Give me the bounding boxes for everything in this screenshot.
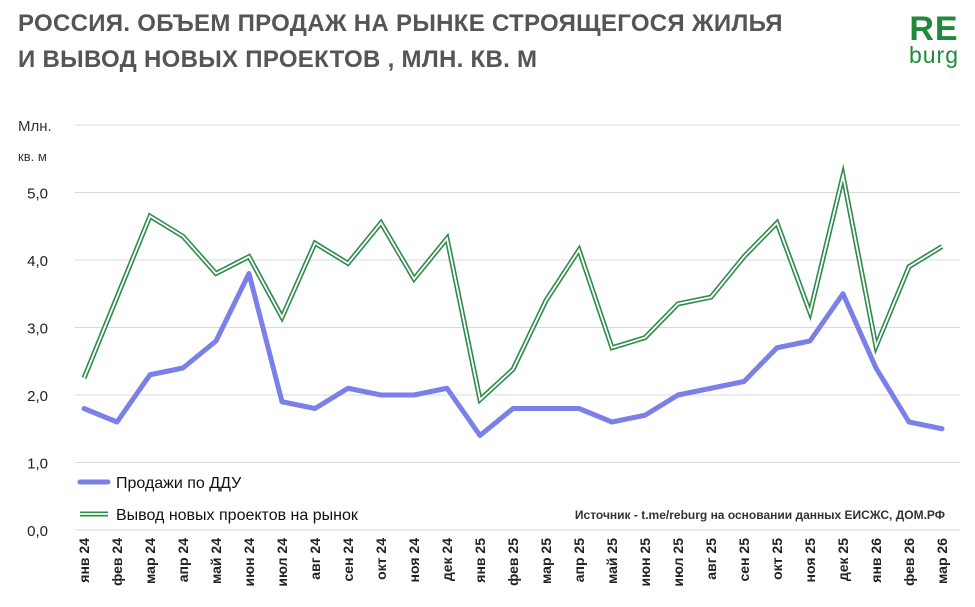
x-tick-label: мар 25	[538, 538, 554, 584]
y-axis-label-line-2: кв. м	[18, 149, 47, 164]
x-tick-label: дек 25	[835, 538, 851, 581]
x-tick-label: мар 24	[142, 538, 158, 584]
y-axis-label-line-1: Млн.	[18, 118, 52, 135]
x-tick-label: ноя 25	[802, 538, 818, 583]
source-note: Источник - t.me/reburg на основании данн…	[574, 508, 945, 522]
series-line-new-projects	[81, 163, 944, 405]
x-tick-label: июн 24	[241, 538, 257, 587]
x-tick-label: окт 24	[373, 538, 389, 580]
x-tick-label: мар 26	[934, 538, 950, 584]
legend-label-sales: Продажи по ДДУ	[116, 475, 242, 492]
x-tick-label: авг 24	[307, 538, 323, 580]
x-tick-label: янв 26	[868, 538, 884, 583]
x-tick-label: авг 25	[703, 538, 719, 580]
x-tick-label: янв 24	[76, 538, 92, 583]
x-tick-label: июл 24	[274, 538, 290, 587]
x-tick-label: янв 25	[472, 538, 488, 583]
x-tick-label: фев 25	[505, 538, 521, 586]
logo-burg-text: burg	[908, 42, 959, 68]
y-tick-label: 3,0	[27, 321, 48, 338]
chart-title-line-2: И ВЫВОД НОВЫХ ПРОЕКТОВ , МЛН. КВ. М	[18, 46, 538, 73]
logo-re-text: RE	[909, 10, 959, 48]
reburg-logo: RE burg	[909, 12, 959, 67]
y-tick-label: 0,0	[27, 523, 48, 540]
x-tick-label: июл 25	[670, 538, 686, 587]
x-tick-label: май 25	[604, 538, 620, 584]
x-tick-label: ноя 24	[406, 538, 422, 583]
x-tick-label: фев 24	[109, 538, 125, 586]
x-tick-label: дек 24	[439, 538, 455, 581]
y-tick-label: 1,0	[27, 456, 48, 473]
x-tick-label: июн 25	[637, 538, 653, 587]
x-tick-label: апр 24	[175, 538, 191, 582]
x-tick-label: сен 24	[340, 538, 356, 582]
y-tick-label: 2,0	[27, 388, 48, 405]
x-tick-label: сен 25	[736, 538, 752, 582]
x-tick-label: май 24	[208, 538, 224, 584]
x-tick-label: фев 26	[901, 538, 917, 586]
x-tick-label: апр 25	[571, 538, 587, 582]
legend-label-new-projects: Вывод новых проектов на рынок	[116, 507, 359, 524]
y-tick-label: 4,0	[27, 253, 48, 270]
y-tick-label: 5,0	[27, 186, 48, 203]
y-axis-label: Млн. кв. м	[18, 112, 52, 172]
chart-title-line-1: РОССИЯ. ОБЪЕМ ПРОДАЖ НА РЫНКЕ СТРОЯЩЕГОС…	[18, 10, 783, 37]
x-tick-label: окт 25	[769, 538, 785, 580]
